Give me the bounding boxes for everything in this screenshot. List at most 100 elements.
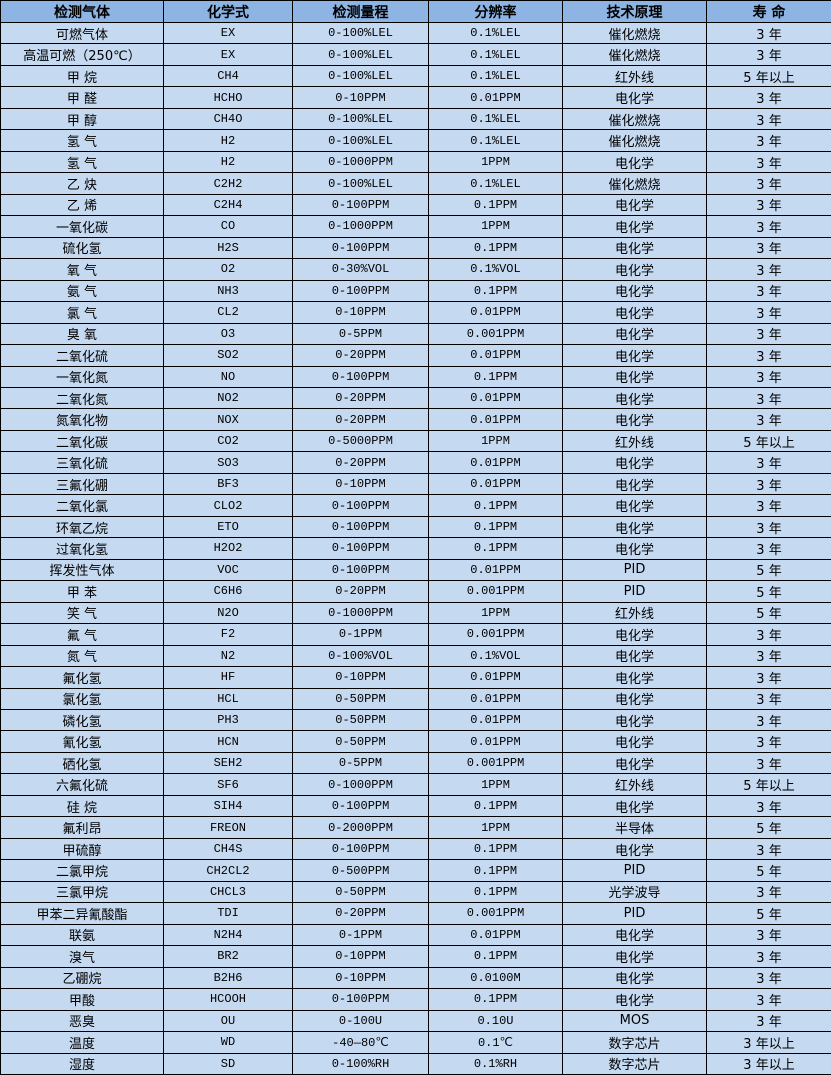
principle-cell: 电化学 [562, 988, 707, 1011]
principle-cell: 电化学 [562, 751, 707, 775]
gas-name-cell: 氰化氢 [0, 730, 164, 753]
table-row: 乙 炔 C2H2 0-100%LEL 0.1%LEL 催化燃烧 3 年 [0, 172, 831, 195]
resolution-cell: 0.1PPM [428, 880, 563, 904]
formula-cell: SEH2 [163, 751, 293, 775]
gas-name-cell: 氯化氢 [0, 687, 164, 711]
gas-name-cell: 六氟化硫 [0, 773, 164, 796]
formula-cell: ETO [163, 515, 293, 539]
lifespan-cell: 3 年 [706, 1009, 831, 1033]
formula-cell: SD [163, 1052, 293, 1075]
formula-cell: HCHO [163, 86, 293, 109]
resolution-cell: 0.1PPM [428, 279, 563, 303]
resolution-cell: 0.1PPM [428, 537, 563, 560]
table-row: 臭 氧 O3 0-5PPM 0.001PPM 电化学 3 年 [0, 322, 831, 346]
principle-cell: 电化学 [562, 472, 707, 496]
resolution-cell: 0.01PPM [428, 344, 563, 367]
principle-cell: 电化学 [562, 923, 707, 947]
gas-name-cell: 三氯甲烷 [0, 880, 164, 904]
formula-cell: CHCL3 [163, 880, 293, 904]
principle-cell: 电化学 [562, 708, 707, 732]
resolution-cell: 0.001PPM [428, 902, 563, 925]
table-row: 甲 醇 CH4O 0-100%LEL 0.1%LEL 催化燃烧 3 年 [0, 107, 831, 131]
formula-cell: N2H4 [163, 923, 293, 947]
principle-cell: 电化学 [562, 623, 707, 646]
lifespan-cell: 3 年 [706, 730, 831, 753]
principle-cell: 数字芯片 [562, 1052, 707, 1075]
resolution-cell: 0.01PPM [428, 451, 563, 474]
formula-cell: H2O2 [163, 537, 293, 560]
formula-cell: NH3 [163, 279, 293, 303]
table-row: 二氧化氯 CLO2 0-100PPM 0.1PPM 电化学 3 年 [0, 494, 831, 517]
table-row: 恶臭 OU 0-100U 0.10U MOS 3 年 [0, 1009, 831, 1033]
resolution-cell: 0.01PPM [428, 408, 563, 431]
resolution-cell: 0.1%LEL [428, 129, 563, 152]
range-cell: 0-10PPM [292, 666, 429, 689]
header-lifespan: 寿 命 [706, 0, 831, 23]
principle-cell: 催化燃烧 [562, 21, 707, 45]
formula-cell: H2 [163, 150, 293, 174]
range-cell: 0-100%RH [292, 1052, 429, 1075]
principle-cell: 电化学 [562, 945, 707, 968]
lifespan-cell: 3 年以上 [706, 1052, 831, 1075]
resolution-cell: 0.001PPM [428, 751, 563, 775]
table-row: 氢 气 H2 0-100%LEL 0.1%LEL 催化燃烧 3 年 [0, 129, 831, 152]
formula-cell: F2 [163, 623, 293, 646]
principle-cell: PID [562, 558, 707, 582]
range-cell: 0-50PPM [292, 687, 429, 711]
table-row: 甲 苯 C6H6 0-20PPM 0.001PPM PID 5 年 [0, 580, 831, 603]
principle-cell: 电化学 [562, 193, 707, 217]
table-row: 一氧化氮 NO 0-100PPM 0.1PPM 电化学 3 年 [0, 365, 831, 388]
gas-name-cell: 氢 气 [0, 150, 164, 174]
formula-cell: HCOOH [163, 988, 293, 1011]
formula-cell: H2S [163, 236, 293, 260]
gas-name-cell: 湿度 [0, 1052, 164, 1075]
gas-name-cell: 笑 气 [0, 601, 164, 625]
principle-cell: 半导体 [562, 816, 707, 839]
lifespan-cell: 3 年 [706, 301, 831, 324]
formula-cell: CH2CL2 [163, 859, 293, 882]
principle-cell: 电化学 [562, 644, 707, 668]
range-cell: 0-100PPM [292, 236, 429, 260]
lifespan-cell: 3 年 [706, 258, 831, 281]
range-cell: 0-100PPM [292, 365, 429, 388]
gas-name-cell: 甲硫醇 [0, 837, 164, 861]
lifespan-cell: 5 年以上 [706, 429, 831, 453]
table-row: 氮 气 N2 0-100%VOL 0.1%VOL 电化学 3 年 [0, 644, 831, 668]
formula-cell: SO3 [163, 451, 293, 474]
lifespan-cell: 5 年以上 [706, 773, 831, 796]
principle-cell: 电化学 [562, 730, 707, 753]
principle-cell: PID [562, 580, 707, 603]
principle-cell: 电化学 [562, 966, 707, 990]
principle-cell: 电化学 [562, 794, 707, 818]
lifespan-cell: 3 年 [706, 172, 831, 195]
header-gas-name: 检测气体 [0, 0, 164, 23]
resolution-cell: 0.1PPM [428, 945, 563, 968]
formula-cell: WD [163, 1031, 293, 1054]
principle-cell: 电化学 [562, 494, 707, 517]
resolution-cell: 0.1PPM [428, 365, 563, 388]
resolution-cell: 0.1%LEL [428, 107, 563, 131]
principle-cell: 催化燃烧 [562, 129, 707, 152]
gas-name-cell: 恶臭 [0, 1009, 164, 1033]
lifespan-cell: 3 年 [706, 794, 831, 818]
lifespan-cell: 5 年 [706, 902, 831, 925]
table-row: 甲硫醇 CH4S 0-100PPM 0.1PPM 电化学 3 年 [0, 837, 831, 861]
formula-cell: SO2 [163, 344, 293, 367]
resolution-cell: 0.1PPM [428, 494, 563, 517]
formula-cell: B2H6 [163, 966, 293, 990]
gas-name-cell: 二氧化碳 [0, 429, 164, 453]
header-range: 检测量程 [292, 0, 429, 23]
formula-cell: NO2 [163, 386, 293, 410]
gas-name-cell: 二氧化氮 [0, 386, 164, 410]
gas-name-cell: 三氧化硫 [0, 451, 164, 474]
header-formula: 化学式 [163, 0, 293, 23]
resolution-cell: 0.1PPM [428, 794, 563, 818]
lifespan-cell: 3 年 [706, 623, 831, 646]
table-row: 硒化氢 SEH2 0-5PPM 0.001PPM 电化学 3 年 [0, 751, 831, 775]
range-cell: 0-1000PPM [292, 773, 429, 796]
table-row: 溴气 BR2 0-10PPM 0.1PPM 电化学 3 年 [0, 945, 831, 968]
formula-cell: SF6 [163, 773, 293, 796]
lifespan-cell: 3 年 [706, 966, 831, 990]
table-row: 二氧化硫 SO2 0-20PPM 0.01PPM 电化学 3 年 [0, 344, 831, 367]
gas-name-cell: 氟利昂 [0, 816, 164, 839]
